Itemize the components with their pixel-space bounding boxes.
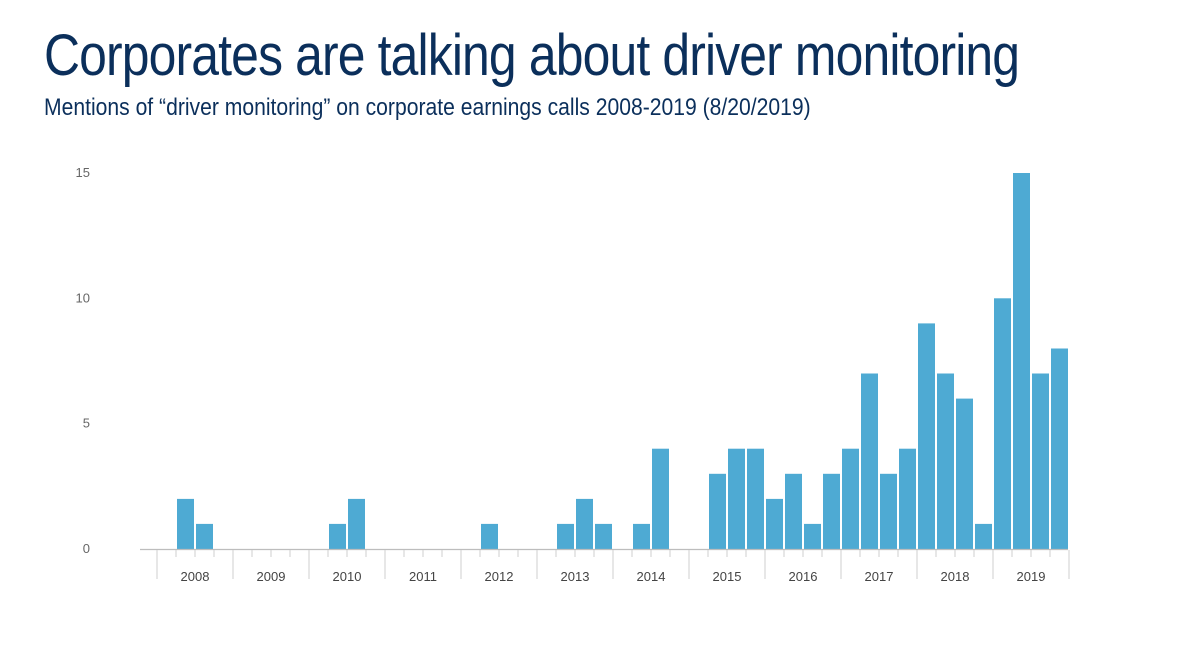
bar: 2014 Q2: 1: [633, 523, 650, 549]
bar: 2015 Q4: 4: [747, 448, 764, 549]
bar: 2019 Q4: 8: [1051, 348, 1068, 549]
bar: 2016 Q1: 2: [766, 498, 783, 549]
chart-subtitle: Mentions of “driver monitoring” on corpo…: [44, 94, 811, 121]
bar: 2018 Q4: 1: [975, 523, 992, 549]
x-tick-label: 2008: [181, 569, 210, 584]
bar: 2017 Q3: 3: [880, 473, 897, 549]
bar: 2013 Q2: 1: [557, 523, 574, 549]
bar: 2013 Q3: 2: [576, 498, 593, 549]
bar: 2019 Q1: 10: [994, 298, 1011, 549]
bar: 2016 Q2: 3: [785, 473, 802, 549]
bar: 2014 Q3: 4: [652, 448, 669, 549]
bar: 2019 Q3: 7: [1032, 373, 1049, 549]
x-tick-label: 2018: [941, 569, 970, 584]
x-tick-label: 2019: [1017, 569, 1046, 584]
x-tick-label: 2010: [333, 569, 362, 584]
x-tick-label: 2013: [561, 569, 590, 584]
bar: 2018 Q3: 6: [956, 398, 973, 549]
bar: 2008 Q3: 1: [196, 523, 213, 549]
bar: 2010 Q2: 1: [329, 523, 346, 549]
bar: 2016 Q3: 1: [804, 523, 821, 549]
bar: 2019 Q2: 15: [1013, 173, 1030, 549]
chart-title: Corporates are talking about driver moni…: [44, 23, 1020, 88]
bar: 2008 Q2: 2: [177, 498, 194, 549]
bar: 2015 Q3: 4: [728, 448, 745, 549]
bar: 2018 Q1: 9: [918, 323, 935, 549]
x-tick-label: 2011: [409, 569, 437, 584]
y-tick-label: 5: [83, 416, 90, 431]
bar: 2017 Q1: 4: [842, 448, 859, 549]
y-tick-label: 15: [76, 165, 90, 180]
x-tick-label: 2012: [485, 569, 514, 584]
y-tick-label: 10: [76, 290, 90, 305]
bar: 2013 Q4: 1: [595, 523, 612, 549]
bars: 2008 Q2: 22008 Q3: 1 2010 Q2: 12010 Q3: 2…: [177, 173, 1068, 549]
x-tick-label: 2015: [713, 569, 742, 584]
x-tick-label: 2016: [789, 569, 818, 584]
bar: 2015 Q2: 3: [709, 473, 726, 549]
x-tick-label: 2014: [637, 569, 666, 584]
bar: 2012 Q2: 1: [481, 523, 498, 549]
y-axis: 0 5 10 15: [76, 165, 90, 556]
bar: 2017 Q2: 7: [861, 373, 878, 549]
bar: 2016 Q4: 3: [823, 473, 840, 549]
x-tick-label: 2009: [257, 569, 286, 584]
y-tick-label: 0: [83, 541, 90, 556]
bar: 2018 Q2: 7: [937, 373, 954, 549]
x-tick-label: 2017: [865, 569, 894, 584]
bar: 2017 Q4: 4: [899, 448, 916, 549]
bar: 2010 Q3: 2: [348, 498, 365, 549]
x-axis: 2008 2009 2010 2011 2012 2013 2014 2015 2016 2017…: [140, 548, 1070, 584]
